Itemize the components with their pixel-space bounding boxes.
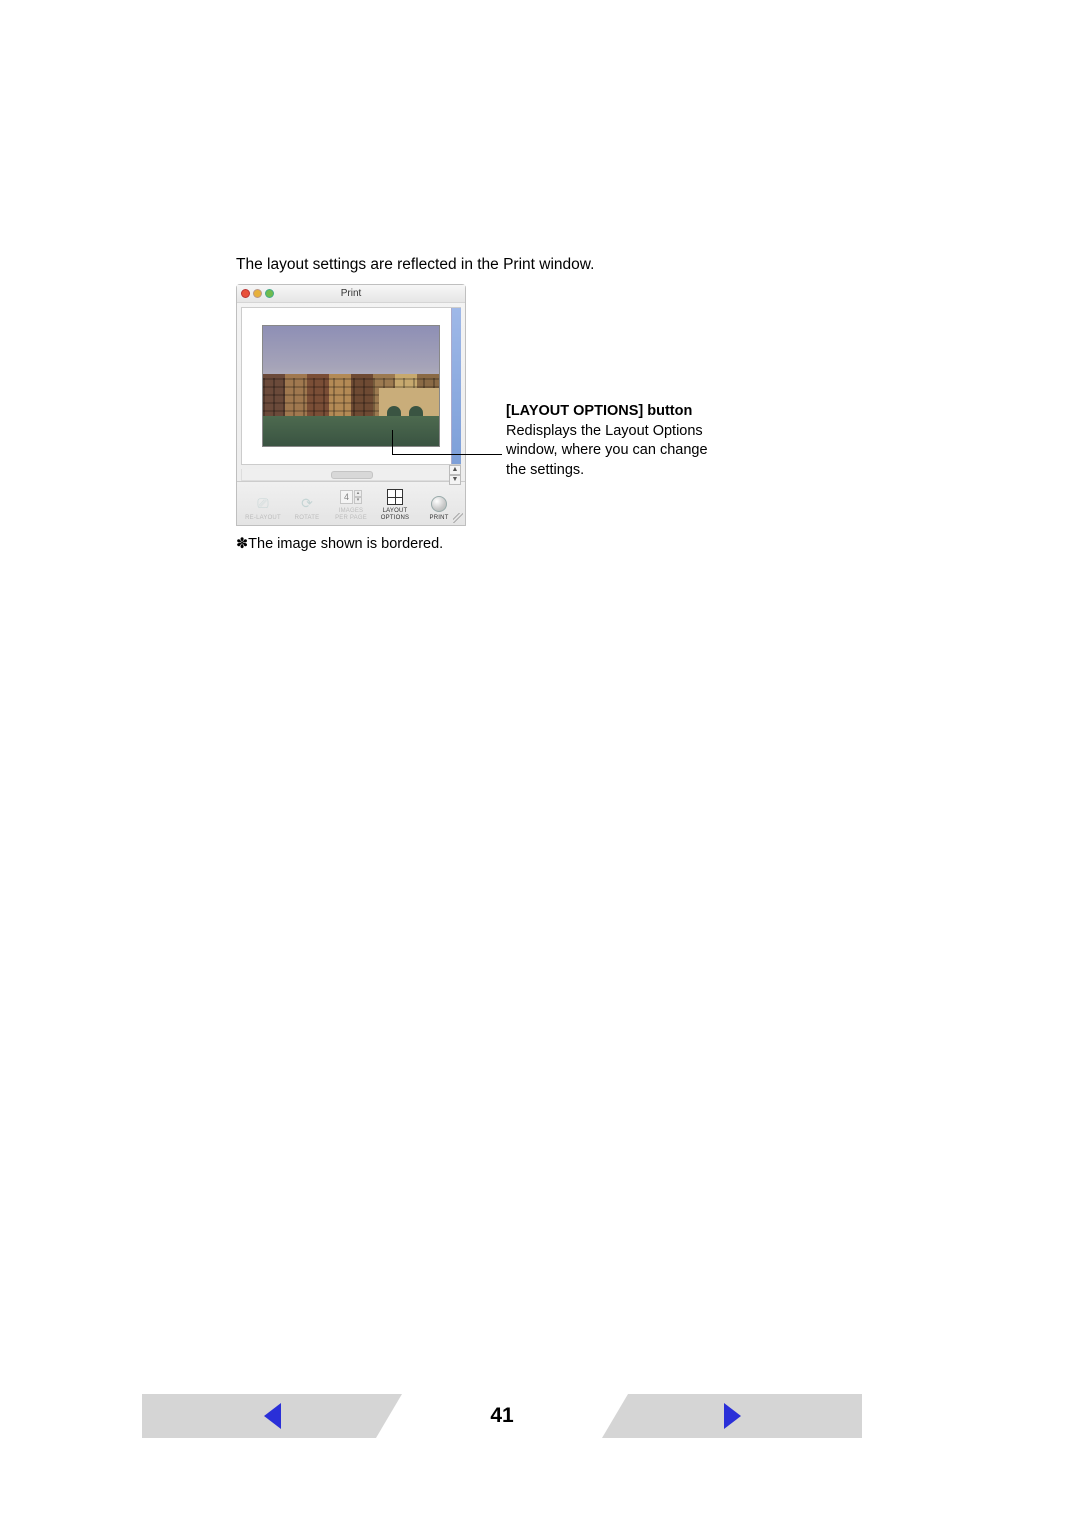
step-down-icon[interactable]: ▾ [354, 497, 362, 504]
window-title: Print [237, 288, 465, 299]
relayout-label: RE-LAYOUT [245, 515, 281, 522]
footnote-text: The image shown is bordered. [248, 536, 443, 552]
page-stepper[interactable]: ▲ ▼ [449, 465, 461, 485]
print-label: PRINT [430, 515, 449, 522]
layout-options-label: LAYOUT OPTIONS [381, 508, 409, 521]
callout-line [392, 454, 502, 455]
thumbnail-strip[interactable] [451, 308, 461, 464]
page-content: The layout settings are reflected in the… [236, 256, 856, 552]
rotate-label: ROTATE [295, 515, 320, 522]
print-preview [241, 307, 461, 465]
page-footer: 41 [142, 1394, 862, 1438]
callout-body: Redisplays the Layout Options window, wh… [506, 422, 726, 481]
callout-title: [LAYOUT OPTIONS] button [506, 402, 726, 422]
nav-next[interactable] [602, 1394, 862, 1438]
page-number: 41 [402, 1394, 602, 1438]
images-stepper[interactable]: 4 ▴ ▾ [340, 488, 362, 506]
callout-line [392, 430, 393, 454]
images-value: 4 [340, 490, 353, 504]
images-per-page[interactable]: 4 ▴ ▾ IMAGES PER PAGE [332, 488, 370, 521]
figure-row: Print ▲ [236, 284, 856, 526]
rotate-icon: ⟳ [296, 495, 318, 513]
print-icon [428, 495, 450, 513]
preview-photo [262, 325, 440, 447]
footnote: ✽The image shown is bordered. [236, 536, 856, 552]
titlebar: Print [237, 285, 465, 303]
print-window: Print ▲ [236, 284, 466, 526]
callout: [LAYOUT OPTIONS] button Redisplays the L… [506, 402, 726, 480]
nav-prev[interactable] [142, 1394, 402, 1438]
layout-options-button[interactable]: LAYOUT OPTIONS [376, 488, 414, 521]
relayout-icon: ⎚ [252, 495, 274, 513]
next-icon [724, 1403, 741, 1429]
scrollbar[interactable] [241, 469, 461, 481]
footnote-marker: ✽ [236, 536, 248, 552]
step-up-icon[interactable]: ▲ [449, 465, 461, 475]
images-label: IMAGES PER PAGE [335, 508, 367, 521]
step-up-icon[interactable]: ▴ [354, 490, 362, 497]
rotate-button[interactable]: ⟳ ROTATE [288, 495, 326, 522]
resize-grip-icon[interactable] [453, 513, 463, 523]
layout-options-icon [384, 488, 406, 506]
toolbar: ⎚ RE-LAYOUT ⟳ ROTATE 4 ▴ ▾ IMAGES PE [237, 481, 465, 525]
relayout-button[interactable]: ⎚ RE-LAYOUT [244, 495, 282, 522]
intro-text: The layout settings are reflected in the… [236, 256, 856, 274]
prev-icon [264, 1403, 281, 1429]
step-down-icon[interactable]: ▼ [449, 475, 461, 485]
